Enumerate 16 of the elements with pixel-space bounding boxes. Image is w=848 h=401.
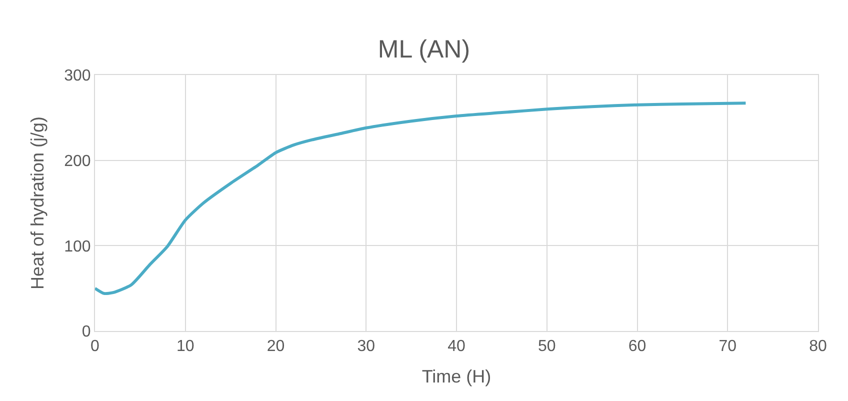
y-tick-label: 300 <box>64 68 91 85</box>
y-axis-title: Heat of hydration (j/g) <box>27 116 48 290</box>
x-tick-label: 60 <box>628 338 646 356</box>
y-tick-label: 100 <box>64 238 91 256</box>
x-tick-label: 70 <box>718 338 737 356</box>
x-tick-label: 40 <box>448 338 466 356</box>
y-tick-label: 0 <box>82 324 91 341</box>
x-tick-label: 80 <box>809 338 827 356</box>
chart-title: ML (AN) <box>378 36 470 64</box>
x-tick-label: 30 <box>357 338 376 356</box>
x-axis-title: Time (H) <box>422 366 492 386</box>
x-tick-label: 10 <box>176 338 194 356</box>
x-tick-label: 20 <box>266 338 285 356</box>
x-tick-label: 50 <box>538 338 556 356</box>
line-series <box>95 102 748 295</box>
y-tick-label: 200 <box>64 152 91 170</box>
